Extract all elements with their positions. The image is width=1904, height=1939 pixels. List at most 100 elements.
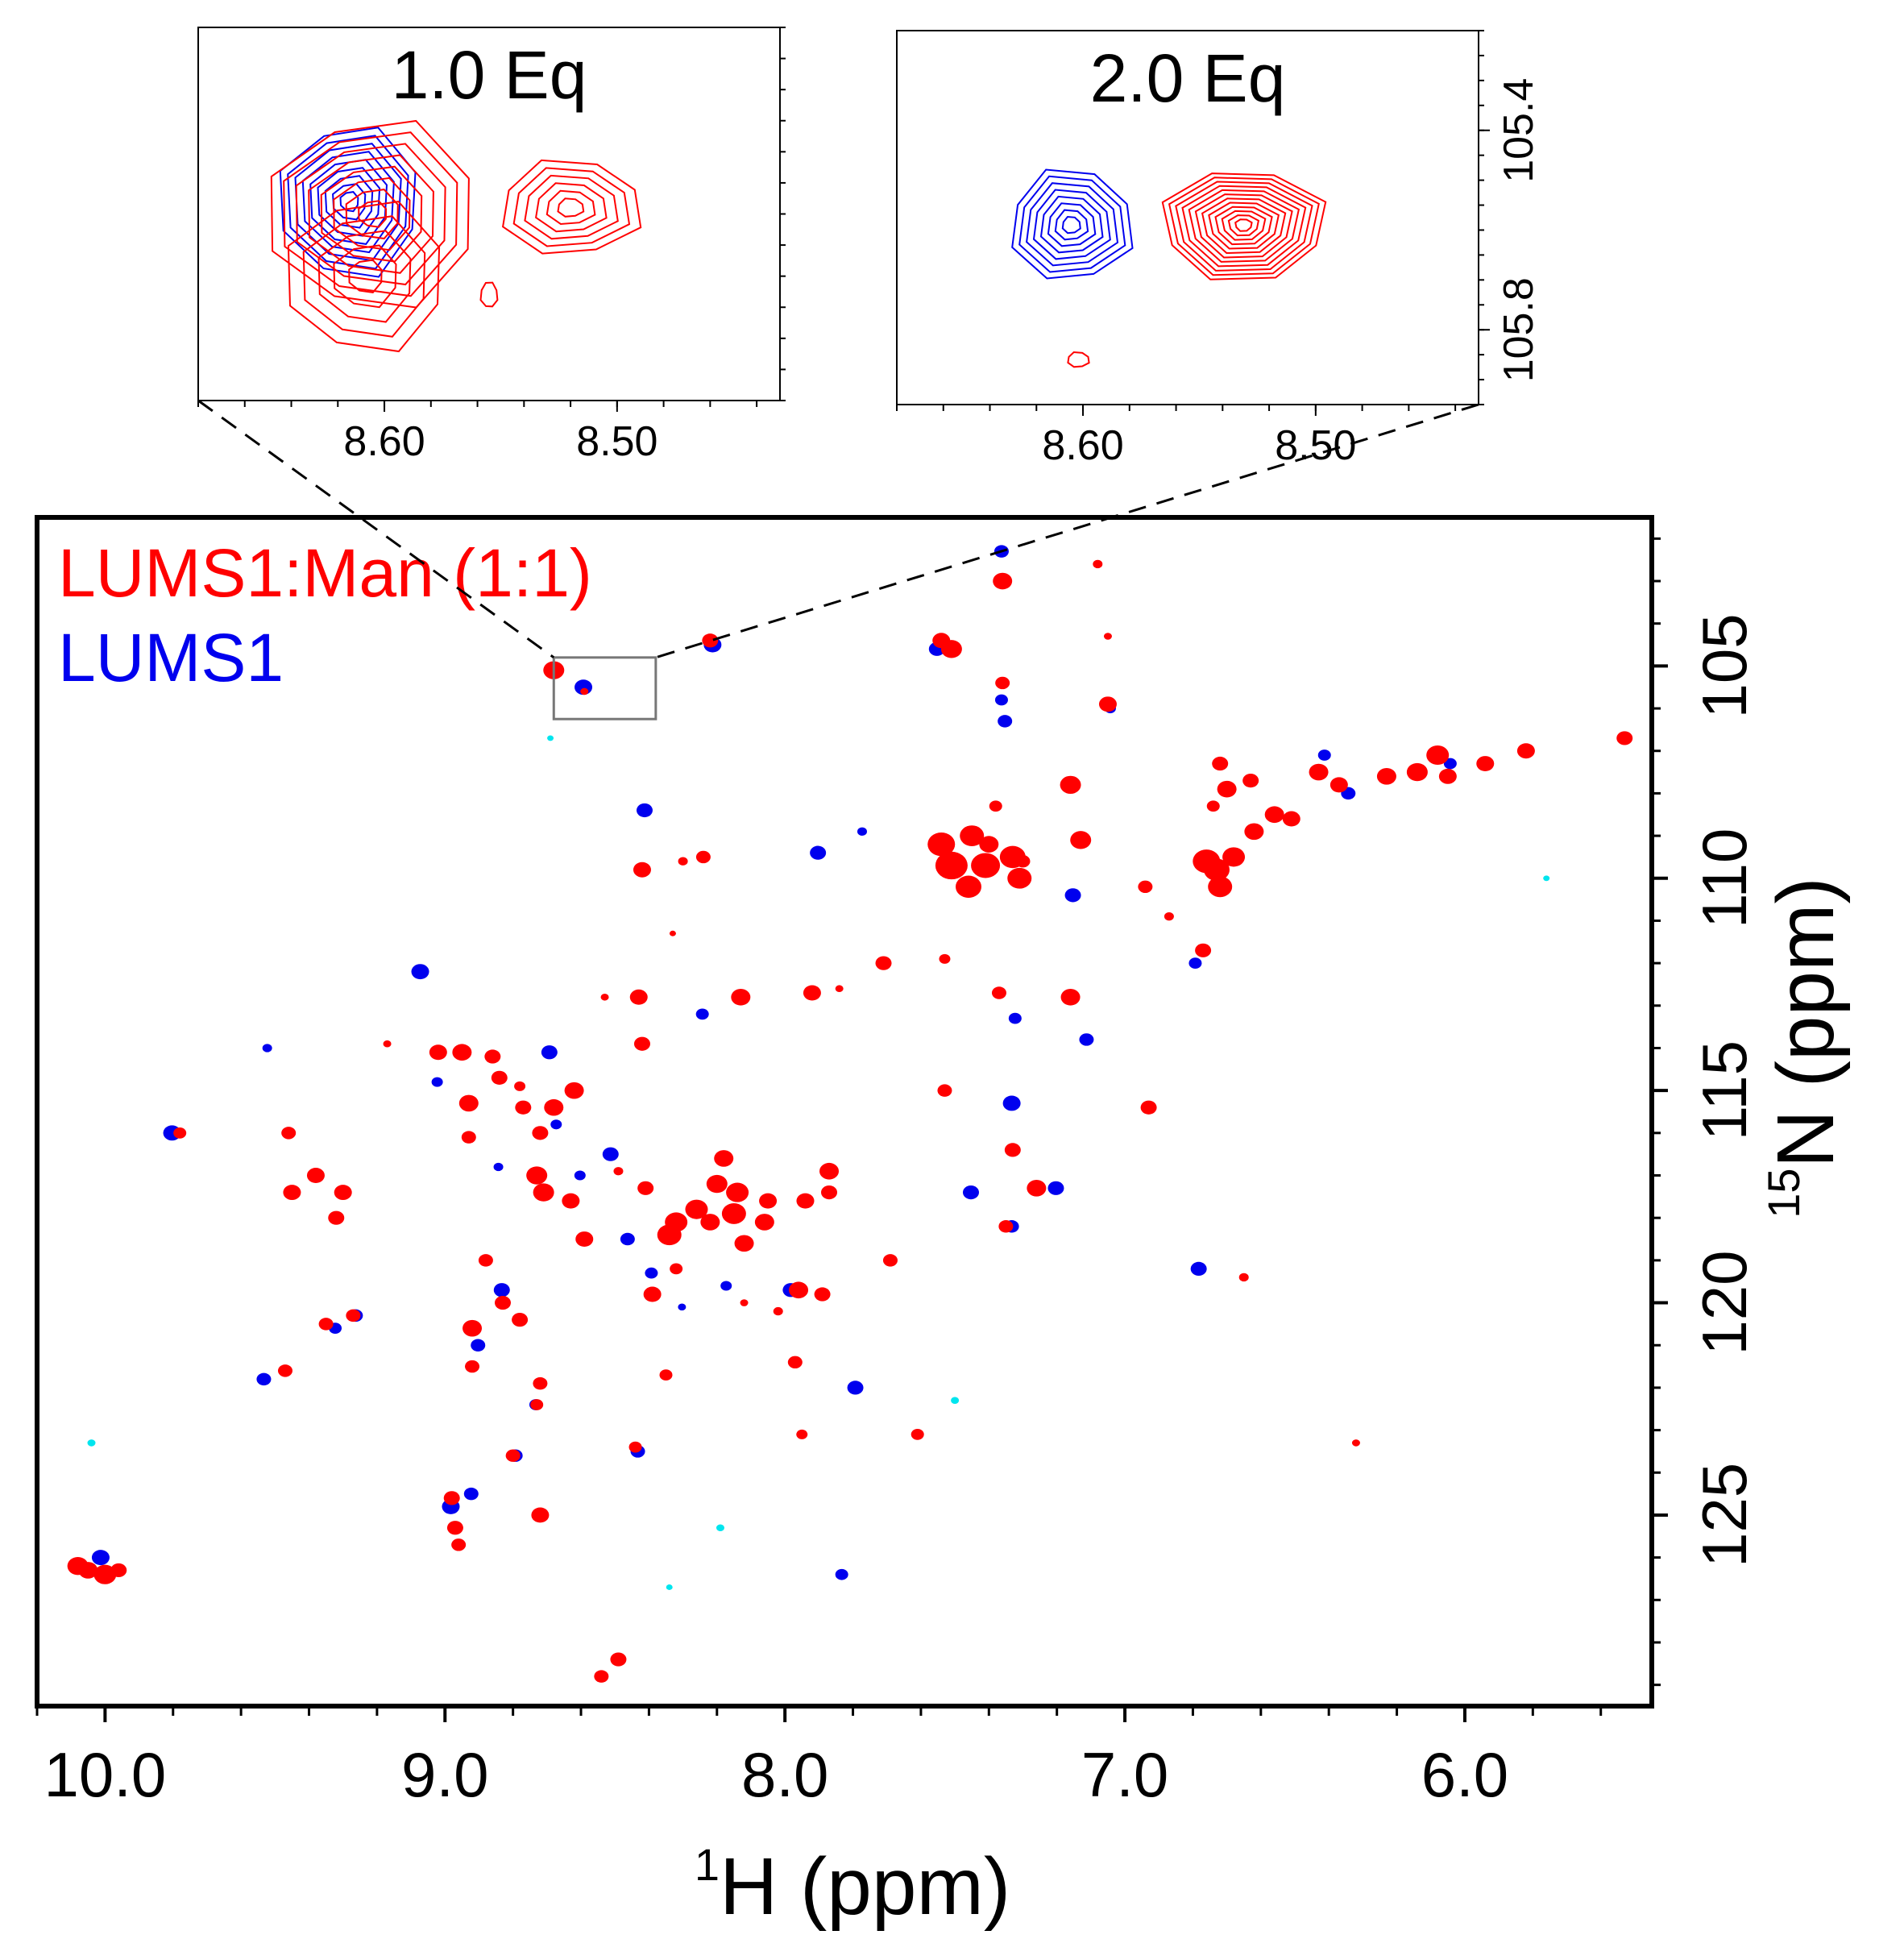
x-tick-label: 7.0 xyxy=(1081,1739,1168,1810)
contour-level xyxy=(283,131,458,297)
peak-apo-42 xyxy=(720,1281,732,1291)
inset-frame xyxy=(896,30,1479,405)
peak-complex-73 xyxy=(665,1212,688,1232)
contour-level xyxy=(333,176,411,251)
peak-complex-43 xyxy=(875,956,892,970)
peak-complex-118 xyxy=(1140,1100,1157,1115)
contour-level xyxy=(1161,172,1327,280)
peak-complex-33 xyxy=(1516,743,1535,759)
contour-level xyxy=(1018,175,1126,273)
x-tick-label: 9.0 xyxy=(401,1739,488,1810)
contour-level xyxy=(324,175,374,229)
peak-complex-45 xyxy=(633,1036,650,1051)
peak-complex-101 xyxy=(533,1376,548,1390)
main-x-axis: 10.0 9.0 8.0 7.0 6.0 xyxy=(35,1706,1603,1810)
peak-complex-109 xyxy=(446,1521,463,1535)
peak-complex-63 xyxy=(526,1166,548,1185)
peak-complex-128 xyxy=(740,1299,749,1306)
peak-complex-11 xyxy=(927,832,956,857)
y-tick-label: 105 xyxy=(1689,613,1760,718)
peak-complex-110 xyxy=(451,1538,467,1551)
peak-complex-12 xyxy=(971,853,1001,878)
peak-complex-1 xyxy=(702,633,719,648)
contour-level xyxy=(1067,351,1090,368)
peak-complex-41 xyxy=(991,986,1006,999)
inset-1-0-eq: 1.0 Eq 8.60 8.50 xyxy=(197,27,786,465)
peak-complex-10 xyxy=(955,875,981,899)
peak-complex-8 xyxy=(580,687,589,695)
peak-apo-32 xyxy=(471,1339,486,1351)
peak-complex-52 xyxy=(544,1098,564,1116)
contour-level xyxy=(545,189,596,226)
peak-complex-86 xyxy=(478,1254,493,1267)
peak-complex-15 xyxy=(960,825,985,846)
contour-level xyxy=(1181,185,1307,268)
peak-complex-135 xyxy=(1015,854,1031,868)
peak-complex-92 xyxy=(814,1287,831,1302)
y-tick-label: 120 xyxy=(1689,1250,1760,1355)
peak-complex-116 xyxy=(594,1670,609,1683)
peak-complex-14 xyxy=(1007,867,1032,889)
peak-complex-121 xyxy=(1351,1439,1360,1447)
peak-complex-24 xyxy=(1242,774,1259,788)
peak-complex-97 xyxy=(346,1309,361,1322)
zoom-region-box xyxy=(552,656,657,720)
peak-complex-9 xyxy=(935,851,968,880)
peak-complex-70 xyxy=(685,1199,708,1219)
peak-apo-18 xyxy=(1047,1181,1064,1195)
peak-complex-119 xyxy=(1238,1273,1249,1282)
contour-peak-2 xyxy=(287,201,441,353)
main-y-axis-label: 15N (ppm) xyxy=(1758,877,1851,1218)
peak-complex-35 xyxy=(1060,775,1081,795)
contour-level xyxy=(1061,215,1081,235)
peak-apo-46 xyxy=(574,1170,586,1181)
inset-x-tick-label: 8.50 xyxy=(576,418,657,465)
main-peaks-layer xyxy=(67,545,1633,1683)
peak-complex-117 xyxy=(1195,943,1212,957)
peak-complex-17 xyxy=(1193,849,1221,874)
peak-apo-48 xyxy=(1443,758,1457,770)
contour-level xyxy=(1214,206,1273,246)
peak-complex-124 xyxy=(678,857,688,866)
peak-complex-113 xyxy=(78,1562,98,1579)
peak-apo-26 xyxy=(463,1487,479,1501)
peak-complex-127 xyxy=(600,993,609,1001)
peak-complex-78 xyxy=(734,1235,754,1252)
peak-complex-77 xyxy=(796,1193,815,1209)
contour-peak-1 xyxy=(270,119,470,309)
peak-apo-33 xyxy=(1190,1261,1207,1277)
peak-complex-20 xyxy=(1244,823,1264,841)
peak-apo-29 xyxy=(91,1550,110,1566)
contour-level xyxy=(502,159,642,255)
peak-apo-30 xyxy=(835,1568,848,1580)
y-tick-label: 125 xyxy=(1689,1463,1760,1567)
peak-apo-9 xyxy=(411,964,429,980)
peak-complex-99 xyxy=(787,1356,803,1369)
peak-complex-36 xyxy=(1070,831,1092,849)
peak-complex-30 xyxy=(1406,762,1428,782)
contour-level xyxy=(1047,202,1097,247)
peak-complex-100 xyxy=(659,1369,673,1381)
contour-level xyxy=(1054,209,1089,241)
peak-complex-62 xyxy=(173,1127,187,1139)
peak-complex-134 xyxy=(1164,912,1174,921)
peak-complex-93 xyxy=(882,1254,898,1267)
y-tick-label: 110 xyxy=(1689,828,1760,928)
peak-apo-24 xyxy=(847,1381,864,1395)
peak-complex-21 xyxy=(1264,806,1284,824)
contour-level xyxy=(524,174,619,240)
contour-level xyxy=(302,215,426,338)
contour-level xyxy=(1026,182,1119,267)
inset-y-tick-label: 105.8 xyxy=(1495,277,1542,382)
peak-complex-115 xyxy=(610,1652,627,1667)
peak-complex-91 xyxy=(789,1281,809,1299)
x-axis-label-text: H (ppm) xyxy=(720,1841,1010,1932)
peak-complex-96 xyxy=(318,1318,334,1331)
y-axis-label-superscript: 15 xyxy=(1758,1168,1809,1218)
peak-apo-38 xyxy=(620,1232,635,1246)
peak-apo-13 xyxy=(541,1045,558,1060)
contour-level xyxy=(512,167,631,247)
peak-complex-123 xyxy=(989,800,1002,812)
peak-cyan-4 xyxy=(1543,875,1550,882)
peak-complex-40 xyxy=(803,985,821,1001)
